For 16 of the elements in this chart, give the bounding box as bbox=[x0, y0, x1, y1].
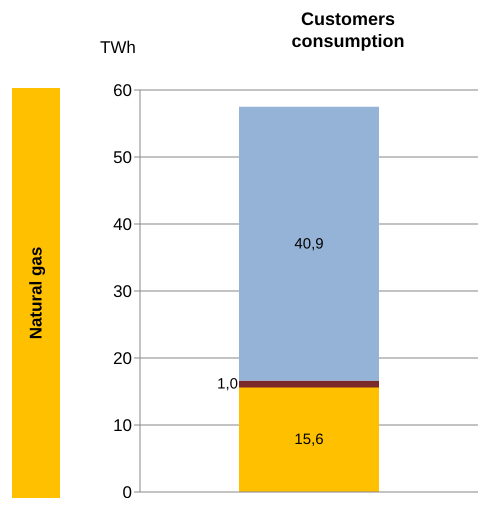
y-tick-label: 40 bbox=[113, 215, 132, 234]
data-label: 1,0 bbox=[217, 376, 238, 393]
y-axis-title: TWh bbox=[100, 38, 136, 58]
bar bbox=[239, 106, 379, 381]
y-tick-label: 20 bbox=[113, 349, 132, 368]
y-tick-label: 50 bbox=[113, 148, 132, 168]
data-label: 15,6 bbox=[294, 431, 324, 448]
chart-title: Customers consumption bbox=[290, 8, 406, 52]
y-tick-label: 60 bbox=[113, 81, 132, 100]
side-panel: Natural gas bbox=[12, 88, 60, 498]
data-label: 40,9 bbox=[294, 235, 324, 252]
bar bbox=[239, 387, 379, 492]
y-tick-label: 30 bbox=[113, 282, 132, 302]
y-tick-label: 10 bbox=[113, 416, 132, 436]
bar bbox=[239, 380, 379, 388]
y-tick-label: 0 bbox=[122, 483, 132, 502]
